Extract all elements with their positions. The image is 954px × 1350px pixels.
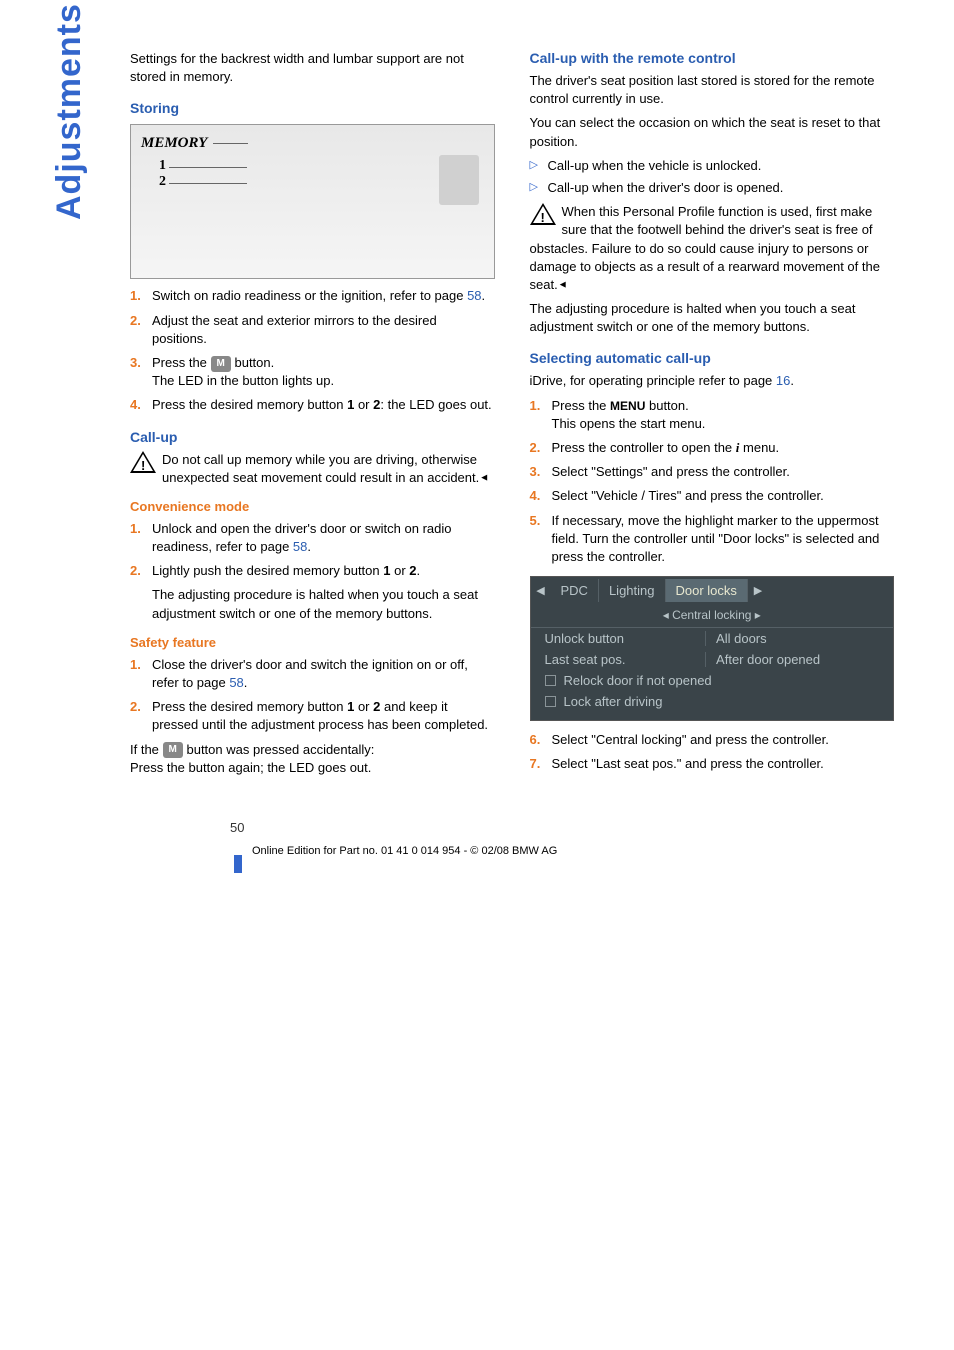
step-number: 6.	[530, 731, 552, 749]
section-tab: Adjustments	[50, 3, 89, 220]
list-item: 2. Press the desired memory button 1 or …	[130, 698, 495, 734]
page-footer: 50	[130, 820, 894, 835]
step-number: 1.	[530, 397, 552, 415]
right-column: Call-up with the remote control The driv…	[530, 50, 895, 780]
heading-remote: Call-up with the remote control	[530, 50, 895, 66]
left-column: Settings for the backrest width and lumb…	[130, 50, 495, 780]
step-number: 3.	[130, 354, 152, 372]
list-item: ▷Call-up when the vehicle is unlocked.	[530, 157, 895, 175]
page-ref[interactable]: 58	[467, 288, 481, 303]
m-button-icon: M	[211, 356, 231, 372]
idrive-tab: PDC	[551, 579, 599, 602]
bullet-list: ▷Call-up when the vehicle is unlocked. ▷…	[530, 157, 895, 197]
step-number: 1.	[130, 520, 152, 538]
step-number: 1.	[130, 287, 152, 305]
checkbox-icon	[545, 696, 556, 707]
checkbox-icon	[545, 675, 556, 686]
idrive-cell: After door opened	[705, 652, 879, 667]
idrive-tab: Lighting	[599, 579, 666, 602]
step-number: 3.	[530, 463, 552, 481]
heading-callup: Call-up	[130, 429, 495, 445]
step-number: 7.	[530, 755, 552, 773]
step-number: 5.	[530, 512, 552, 530]
page-ref[interactable]: 58	[293, 539, 307, 554]
body-text: The adjusting procedure is halted when y…	[530, 300, 895, 336]
nav-right-icon: ▶	[748, 584, 768, 597]
nav-left-icon: ◀	[531, 584, 551, 597]
heading-auto: Selecting automatic call-up	[530, 350, 895, 366]
list-item: 1. Press the MENU button.This opens the …	[530, 397, 895, 433]
body-text: The driver's seat position last stored i…	[530, 72, 895, 108]
warning-icon: !	[530, 203, 558, 229]
idrive-cell: Last seat pos.	[545, 652, 706, 667]
idrive-tab-active: Door locks	[666, 579, 748, 602]
list-item: ▷Call-up when the driver's door is opene…	[530, 179, 895, 197]
warning-icon: !	[130, 451, 158, 477]
footer-bar	[234, 855, 242, 873]
list-item: 3. Select "Settings" and press the contr…	[530, 463, 895, 481]
safety-tail: If the M button was pressed accidentally…	[130, 741, 495, 777]
page-number: 50	[230, 820, 244, 835]
list-item: 4. Select "Vehicle / Tires" and press th…	[530, 487, 895, 505]
triangle-icon: ▷	[530, 158, 548, 173]
idrive-checkbox-row: Lock after driving	[531, 691, 894, 712]
idrive-cell: Unlock button	[545, 631, 706, 646]
step-number: 4.	[130, 396, 152, 414]
idrive-subheader: ◂ Central locking ▸	[531, 603, 894, 628]
heading-storing: Storing	[130, 100, 495, 116]
list-item: 2. Adjust the seat and exterior mirrors …	[130, 312, 495, 348]
list-item: 4. Press the desired memory button 1 or …	[130, 396, 495, 414]
memory-btn-1: 1	[159, 158, 166, 174]
list-item: 1. Unlock and open the driver's door or …	[130, 520, 495, 556]
memory-label: MEMORY	[141, 135, 207, 152]
list-item: 3. Press the M button.The LED in the but…	[130, 354, 495, 390]
list-item: 7. Select "Last seat pos." and press the…	[530, 755, 895, 773]
m-button-icon: M	[163, 742, 183, 758]
memory-btn-2: 2	[159, 174, 166, 190]
list-item: 5. If necessary, move the highlight mark…	[530, 512, 895, 567]
list-item: 1. Switch on radio readiness or the igni…	[130, 287, 495, 305]
idrive-screenshot: ◀ PDC Lighting Door locks ▶ ◂ Central lo…	[530, 576, 895, 721]
auto-steps: 1. Press the MENU button.This opens the …	[530, 397, 895, 567]
auto-steps-2: 6. Select "Central locking" and press th…	[530, 731, 895, 773]
intro-text: Settings for the backrest width and lumb…	[130, 50, 495, 86]
page-ref[interactable]: 16	[776, 373, 790, 388]
footer-text: Online Edition for Part no. 01 41 0 014 …	[252, 845, 557, 857]
body-text: You can select the occasion on which the…	[530, 114, 895, 150]
list-item: 2. Press the controller to open the i me…	[530, 439, 895, 457]
step-number: 2.	[130, 312, 152, 330]
storing-steps: 1. Switch on radio readiness or the igni…	[130, 287, 495, 414]
warning-block: ! When this Personal Profile function is…	[530, 203, 895, 294]
safety-steps: 1. Close the driver's door and switch th…	[130, 656, 495, 735]
list-item: 6. Select "Central locking" and press th…	[530, 731, 895, 749]
step-number: 2.	[130, 698, 152, 716]
list-item: 1. Close the driver's door and switch th…	[130, 656, 495, 692]
step-number: 4.	[530, 487, 552, 505]
convenience-steps: 1. Unlock and open the driver's door or …	[130, 520, 495, 623]
step-number: 1.	[130, 656, 152, 674]
list-item: 2. Lightly push the desired memory butto…	[130, 562, 495, 623]
idrive-checkbox-row: Relock door if not opened	[531, 670, 894, 691]
memory-diagram: MEMORY 1 2	[130, 124, 495, 279]
heading-safety: Safety feature	[130, 635, 495, 650]
warning-block: ! Do not call up memory while you are dr…	[130, 451, 495, 487]
triangle-icon: ▷	[530, 180, 548, 195]
step-number: 2.	[130, 562, 152, 580]
page-ref[interactable]: 58	[229, 675, 243, 690]
body-text: iDrive, for operating principle refer to…	[530, 372, 895, 390]
idrive-cell: All doors	[705, 631, 879, 646]
heading-convenience: Convenience mode	[130, 499, 495, 514]
step-number: 2.	[530, 439, 552, 457]
